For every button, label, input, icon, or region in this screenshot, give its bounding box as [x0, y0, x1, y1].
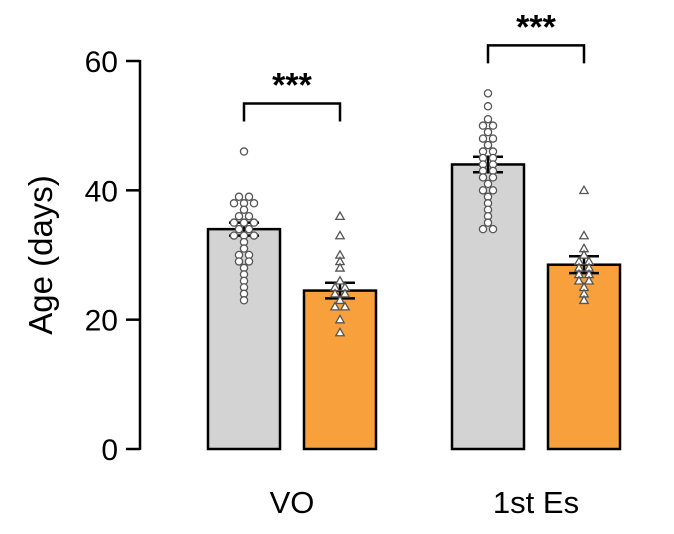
- data-point: [239, 296, 249, 305]
- data-point: [583, 275, 595, 285]
- data-point: [483, 127, 493, 137]
- data-point: [334, 275, 346, 285]
- data-point: [244, 192, 254, 202]
- bars: [206, 163, 622, 451]
- data-point: [578, 230, 590, 240]
- bar: [206, 227, 282, 451]
- data-point: [478, 186, 488, 195]
- data-point: [483, 140, 493, 150]
- x-category-labels: VO 1st Es: [270, 485, 579, 520]
- data-point: [334, 327, 346, 337]
- data-point: [483, 179, 493, 189]
- data-point: [229, 231, 239, 240]
- data-point: [334, 262, 346, 272]
- data-point: [329, 301, 341, 311]
- data-point: [483, 114, 493, 124]
- data-point: [239, 244, 249, 253]
- data-point: [483, 218, 493, 227]
- data-point: [334, 314, 346, 324]
- data-point: [339, 288, 351, 298]
- y-tick-label: 0: [101, 434, 118, 467]
- data-point: [334, 294, 346, 305]
- y-tick-label: 60: [85, 46, 118, 79]
- y-axis-label: Age (days): [22, 175, 59, 335]
- significance-bracket: [486, 44, 586, 64]
- data-point: [488, 121, 498, 130]
- data-point: [249, 218, 259, 227]
- data-point: [488, 186, 498, 195]
- data-point: [488, 173, 498, 182]
- significance-brackets: *** ***: [242, 8, 586, 122]
- data-point: [488, 134, 498, 143]
- data-point: [249, 199, 259, 208]
- data-point: [234, 211, 244, 221]
- data-point: [249, 231, 259, 240]
- y-ticks: 0 20 40 60: [85, 46, 140, 467]
- data-point: [234, 192, 244, 202]
- data-point: [229, 199, 239, 208]
- data-point: [234, 257, 244, 266]
- x-category-label: 1st Es: [493, 485, 579, 520]
- data-point: [244, 257, 254, 266]
- data-point: [244, 224, 254, 234]
- significance-label: ***: [516, 8, 556, 46]
- data-point: [334, 210, 346, 221]
- data-point: [229, 218, 239, 227]
- data-point: [334, 230, 346, 240]
- x-category-label: VO: [270, 485, 315, 520]
- data-point: [244, 211, 254, 221]
- data-point: [578, 249, 590, 259]
- data-points: [229, 89, 595, 337]
- y-tick-label: 20: [85, 305, 118, 338]
- data-point: [239, 218, 249, 227]
- data-point: [239, 205, 249, 214]
- data-point: [578, 294, 590, 305]
- error-bars: [229, 155, 599, 300]
- data-point: [483, 102, 493, 111]
- data-point: [329, 288, 341, 298]
- y-tick-label: 40: [85, 175, 118, 208]
- significance-bracket: [242, 102, 342, 122]
- data-point: [578, 184, 590, 195]
- data-point: [573, 275, 585, 285]
- data-point: [478, 121, 488, 130]
- data-point: [478, 173, 488, 182]
- data-point: [234, 224, 244, 234]
- data-point: [488, 224, 498, 234]
- data-point: [478, 134, 488, 143]
- data-point: [339, 301, 351, 311]
- data-point: [478, 224, 488, 234]
- significance-label: ***: [272, 67, 312, 105]
- data-point: [483, 89, 493, 98]
- data-point: [239, 147, 249, 156]
